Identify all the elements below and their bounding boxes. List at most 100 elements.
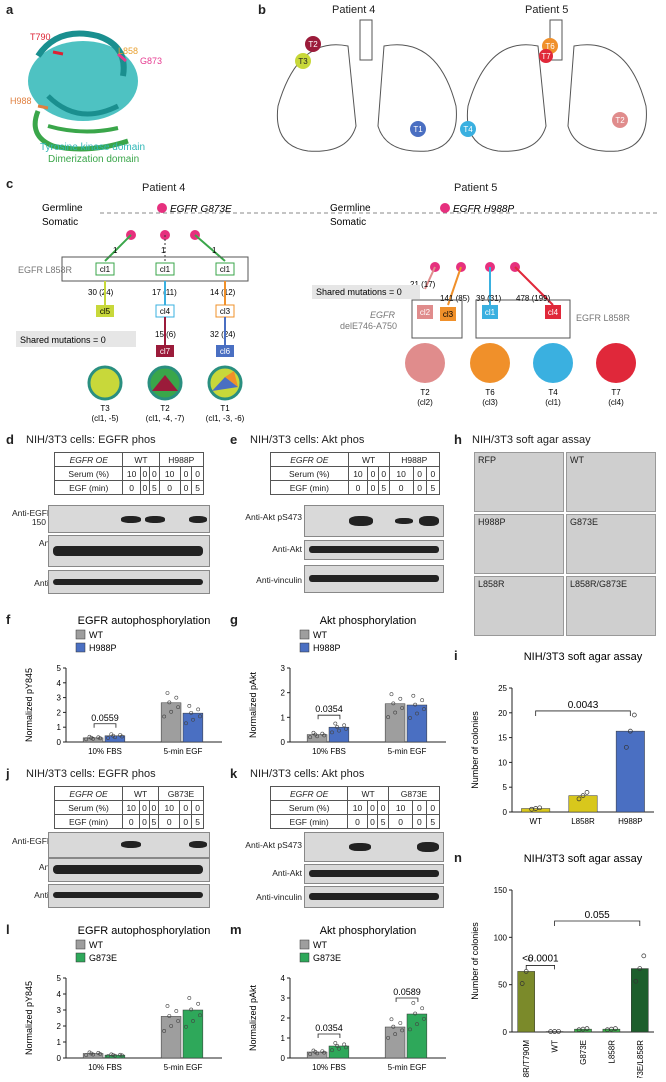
svg-text:cl1: cl1 [160, 265, 171, 274]
p-value-label: 0.055 [585, 910, 610, 921]
bar [631, 968, 649, 1033]
data-point [422, 707, 426, 711]
data-point [96, 1051, 101, 1055]
svg-text:cl3: cl3 [220, 307, 231, 316]
panel-label-d: d [6, 432, 14, 447]
y-tick-label: 10 [498, 758, 507, 767]
legend-swatch [75, 952, 86, 963]
data-point [537, 805, 543, 811]
data-point [389, 692, 394, 697]
agar-image-rfp: RFP [474, 452, 564, 512]
data-point [320, 1049, 325, 1054]
data-point [311, 730, 316, 735]
svg-text:(cl4): (cl4) [608, 398, 624, 407]
y-tick-label: 0 [503, 808, 508, 817]
data-point [400, 706, 405, 710]
x-tick-label: L858R [607, 1040, 616, 1064]
bar [182, 1009, 204, 1059]
bar [615, 730, 645, 813]
p-value-label: 0.0559 [91, 713, 119, 723]
data-point [386, 1035, 391, 1040]
svg-text:T7: T7 [611, 388, 621, 397]
data-point [167, 700, 172, 705]
svg-text:30 (24): 30 (24) [88, 288, 114, 297]
svg-text:478 (199): 478 (199) [516, 294, 551, 303]
germline-label-p5: Germline [330, 203, 371, 214]
legend-label: G873E [313, 953, 341, 963]
data-point [391, 1024, 396, 1029]
data-point [641, 953, 647, 959]
data-point [189, 710, 194, 715]
data-point [198, 1013, 202, 1018]
data-point [413, 1011, 418, 1016]
agar-title-h: NIH/3T3 soft agar assay [472, 434, 591, 446]
y-tick-label: 3 [57, 1006, 62, 1015]
blot-title-j: NIH/3T3 cells: EGFR phos [26, 768, 156, 780]
mutation-label-l858: L858 [118, 46, 139, 56]
svg-text:T2: T2 [420, 388, 430, 397]
svg-text:32 (24): 32 (24) [210, 330, 236, 339]
significance-bracket [317, 714, 341, 720]
mutation-label-g873: G873 [140, 56, 163, 66]
svg-text:(cl1, -5): (cl1, -5) [91, 414, 118, 423]
panel-label-f: f [6, 612, 11, 627]
y-axis-label: Number of colonies [470, 711, 480, 789]
y-tick-label: 1 [57, 1038, 62, 1047]
data-point [320, 731, 325, 736]
data-point [165, 691, 170, 695]
legend-label: WT [313, 630, 327, 640]
y-tick-label: 5 [503, 783, 508, 792]
y-tick-label: 2 [57, 1022, 62, 1031]
legend-label: H988P [313, 643, 341, 653]
blot-d-vinculin [48, 570, 210, 594]
tumor-p4-t3: T3 [298, 57, 308, 66]
tree-title-patient5: Patient 5 [454, 182, 498, 194]
data-point [391, 701, 396, 706]
panel-label-i: i [454, 648, 458, 663]
svg-text:(cl2): (cl2) [417, 398, 433, 407]
agar-image-wt: WT [566, 452, 656, 512]
svg-text:1: 1 [161, 246, 166, 255]
y-tick-label: 5 [57, 974, 62, 983]
y-axis-label: Normalized pAkt [248, 671, 258, 738]
data-point [584, 790, 590, 795]
data-point [330, 730, 334, 735]
data-point [420, 698, 425, 703]
legend-label: WT [313, 940, 327, 950]
x-tick-label: 10% FBS [88, 747, 122, 756]
blot-j-vinculin [48, 884, 210, 908]
x-tick-label: WT [529, 817, 542, 826]
data-point [111, 1053, 116, 1057]
svg-text:cl1: cl1 [485, 308, 496, 317]
data-point [191, 717, 195, 722]
bar [517, 971, 535, 1033]
data-point [162, 1029, 167, 1033]
y-axis-label: Normalized pY845 [24, 981, 34, 1055]
svg-text:cl1: cl1 [220, 265, 231, 274]
mutation-label-t790: T790 [30, 32, 51, 42]
p-value-label: 0.0589 [393, 987, 421, 997]
y-tick-label: 1 [281, 713, 286, 722]
somatic-label-p4: Somatic [42, 217, 78, 228]
p-value-label: <0.0001 [522, 953, 559, 964]
data-point [169, 1024, 174, 1028]
data-point [342, 1042, 347, 1047]
bar [384, 1026, 406, 1059]
data-point [337, 728, 341, 733]
svg-text:1: 1 [212, 246, 217, 255]
germline-label-p4: Germline [42, 203, 83, 214]
svg-text:1: 1 [113, 246, 118, 255]
p4-germline-mutation: EGFR G873E [170, 204, 232, 215]
significance-bracket [317, 1033, 341, 1038]
svg-text:14 (12): 14 (12) [210, 288, 236, 297]
panel-label-c: c [6, 176, 14, 191]
tumor-p4-t1: T1 [413, 125, 423, 134]
lungs-title-patient5: Patient 5 [525, 4, 569, 16]
significance-bracket [93, 723, 117, 728]
svg-text:T2: T2 [160, 404, 170, 413]
svg-text:(cl1, -4, -7): (cl1, -4, -7) [146, 414, 185, 423]
p-value-label: 0.0043 [568, 700, 599, 711]
chart-egfr-autophos-g873e: EGFR autophosphorylation 0 1 2 3 4 5 Normalized… [24, 925, 222, 1072]
data-point [118, 1052, 123, 1057]
data-point [176, 705, 181, 709]
